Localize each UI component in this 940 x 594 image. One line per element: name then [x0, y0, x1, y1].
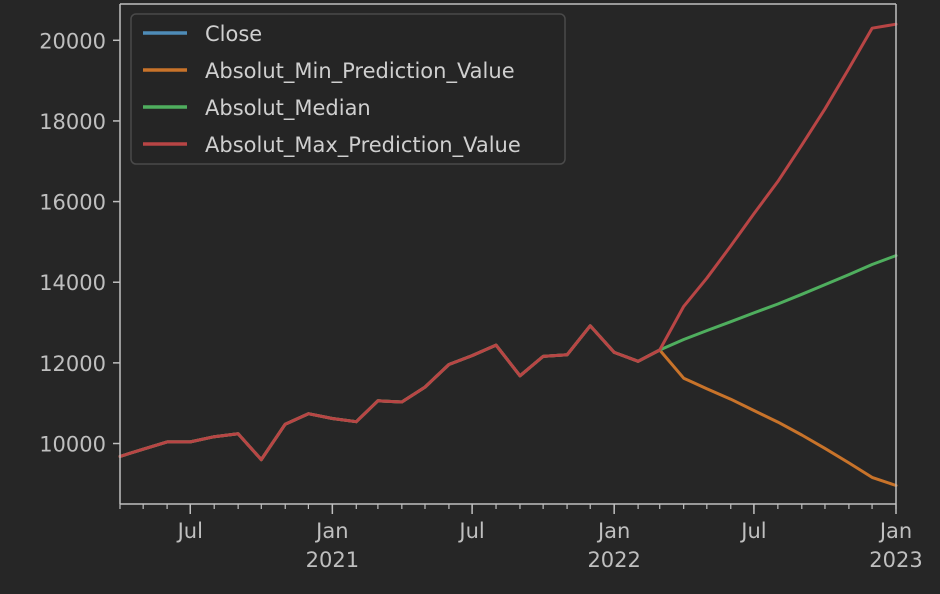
legend-label: Absolut_Min_Prediction_Value: [205, 59, 515, 84]
series-line-2: [118, 254, 898, 462]
series-layer: [118, 22, 898, 487]
series-line-1: [118, 324, 898, 487]
series-line-3: [118, 22, 898, 462]
y-tick-label: 16000: [39, 191, 106, 215]
x-tick-year-label: 2023: [869, 548, 922, 572]
x-tick-label: Jul: [176, 519, 203, 543]
legend-label: Close: [205, 22, 262, 46]
y-tick-label: 20000: [39, 29, 106, 53]
y-tick-label: 10000: [39, 433, 106, 457]
x-tick-label: Jul: [457, 519, 484, 543]
y-tick-label: 12000: [39, 352, 106, 376]
legend: Close Absolut_Min_Prediction_Value Absolut…: [130, 13, 566, 165]
x-tick-label: Jan: [314, 519, 348, 543]
legend-label: Absolut_Max_Prediction_Value: [205, 133, 521, 158]
x-tick-label: Jan: [878, 519, 912, 543]
x-tick-year-label: 2022: [587, 548, 640, 572]
legend-box: [130, 13, 566, 165]
x-tick-label: Jul: [739, 519, 766, 543]
y-tick-label: 18000: [39, 110, 106, 134]
y-tick-label: 14000: [39, 271, 106, 295]
axes-layer: 10000 12000 14000 16000 18000 20000 Jul Jan 2021…: [39, 3, 923, 572]
legend-label: Absolut_Median: [205, 96, 371, 121]
x-tick-year-label: 2021: [306, 548, 359, 572]
x-tick-label: Jan: [596, 519, 630, 543]
